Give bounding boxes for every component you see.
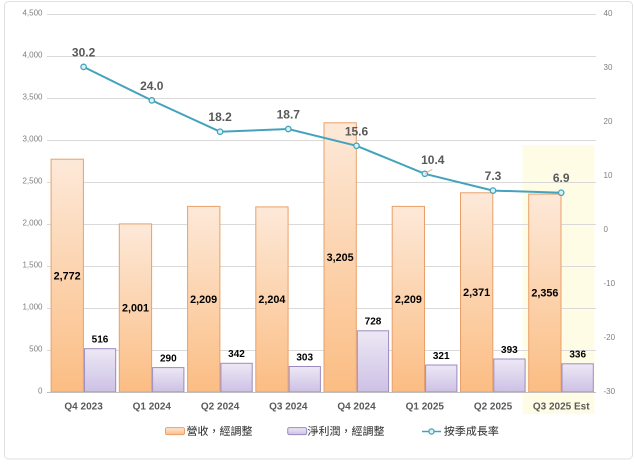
svg-text:2,500: 2,500 <box>22 177 43 186</box>
svg-text:10.4: 10.4 <box>421 153 445 167</box>
svg-text:342: 342 <box>228 349 245 360</box>
svg-text:2,371: 2,371 <box>463 287 490 299</box>
svg-text:1,500: 1,500 <box>22 261 43 270</box>
svg-text:336: 336 <box>569 350 586 361</box>
svg-text:10: 10 <box>604 171 613 180</box>
svg-text:30: 30 <box>604 63 613 72</box>
svg-text:3,205: 3,205 <box>327 252 354 264</box>
svg-text:40: 40 <box>604 9 613 18</box>
svg-text:30.2: 30.2 <box>72 45 96 59</box>
svg-text:15.6: 15.6 <box>345 124 369 138</box>
svg-text:Q3 2024: Q3 2024 <box>269 402 308 413</box>
svg-text:6.9: 6.9 <box>553 171 570 185</box>
svg-text:4,000: 4,000 <box>22 51 43 60</box>
svg-text:-20: -20 <box>604 333 616 342</box>
svg-text:728: 728 <box>365 317 382 328</box>
svg-text:2,772: 2,772 <box>54 270 81 282</box>
svg-text:2,000: 2,000 <box>22 219 43 228</box>
svg-text:18.2: 18.2 <box>208 110 232 124</box>
svg-text:Q3 2025 Est: Q3 2025 Est <box>533 402 590 413</box>
svg-text:Q1 2024: Q1 2024 <box>133 402 172 413</box>
svg-text:Q2 2024: Q2 2024 <box>201 402 240 413</box>
svg-text:-30: -30 <box>604 387 616 396</box>
svg-text:Q2 2025: Q2 2025 <box>474 402 513 413</box>
svg-text:0: 0 <box>604 225 609 234</box>
svg-text:Q4 2024: Q4 2024 <box>337 402 376 413</box>
svg-text:2,209: 2,209 <box>190 294 217 306</box>
svg-text:290: 290 <box>160 354 177 365</box>
svg-text:1,000: 1,000 <box>22 303 43 312</box>
svg-text:2,356: 2,356 <box>531 288 558 300</box>
svg-text:Q1 2025: Q1 2025 <box>406 402 445 413</box>
svg-text:7.3: 7.3 <box>485 169 502 183</box>
svg-text:-10: -10 <box>604 279 616 288</box>
svg-text:2,001: 2,001 <box>122 303 149 315</box>
svg-text:500: 500 <box>29 345 43 354</box>
svg-text:303: 303 <box>296 352 313 363</box>
svg-text:20: 20 <box>604 117 613 126</box>
svg-text:18.7: 18.7 <box>277 108 301 122</box>
svg-text:516: 516 <box>92 335 109 346</box>
svg-text:2,204: 2,204 <box>258 294 285 306</box>
svg-text:4,500: 4,500 <box>22 9 43 18</box>
svg-text:3,500: 3,500 <box>22 93 43 102</box>
svg-text:321: 321 <box>433 351 450 362</box>
svg-text:0: 0 <box>38 387 43 396</box>
svg-text:Q4 2023: Q4 2023 <box>64 402 103 413</box>
svg-text:2,209: 2,209 <box>395 294 422 306</box>
svg-text:24.0: 24.0 <box>140 79 164 93</box>
svg-text:3,000: 3,000 <box>22 135 43 144</box>
svg-text:393: 393 <box>501 345 518 356</box>
